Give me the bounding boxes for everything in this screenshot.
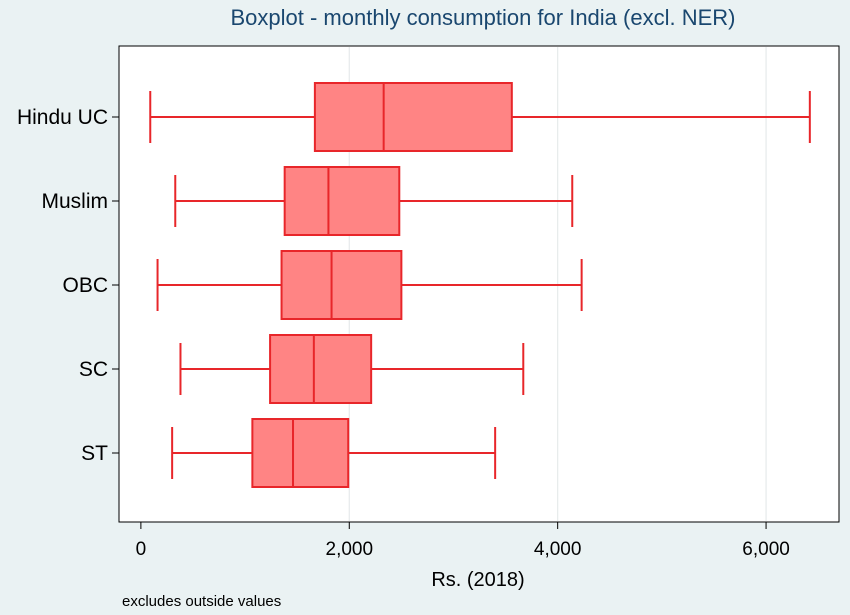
boxes bbox=[149, 82, 811, 488]
category-label: Muslim bbox=[42, 190, 109, 213]
x-tick-label: 2,000 bbox=[326, 539, 374, 560]
category-label: ST bbox=[81, 442, 108, 465]
x-axis-label: Rs. (2018) bbox=[431, 569, 524, 591]
box-group-1 bbox=[149, 82, 811, 152]
iqr-box bbox=[313, 82, 513, 152]
category-label: Hindu UC bbox=[17, 106, 108, 129]
box-group-4 bbox=[179, 334, 525, 404]
x-tick-label: 0 bbox=[136, 539, 147, 560]
category-label: SC bbox=[79, 358, 108, 381]
iqr-box bbox=[269, 334, 373, 404]
chart-title: Boxplot - monthly consumption for India … bbox=[231, 5, 736, 30]
box-group-2 bbox=[174, 166, 574, 236]
x-axis-ticks: 0 2,000 4,000 6,000 bbox=[136, 522, 790, 560]
category-label: OBC bbox=[62, 274, 108, 297]
box-group-3 bbox=[156, 250, 583, 320]
chart-note: excludes outside values bbox=[122, 593, 281, 610]
x-tick-label: 6,000 bbox=[742, 539, 790, 560]
box-group-5 bbox=[171, 418, 497, 488]
iqr-box bbox=[251, 418, 350, 488]
x-tick-label: 4,000 bbox=[534, 539, 582, 560]
iqr-box bbox=[280, 250, 403, 320]
iqr-box bbox=[283, 166, 401, 236]
category-labels: Hindu UC Muslim OBC SC ST bbox=[17, 106, 119, 465]
